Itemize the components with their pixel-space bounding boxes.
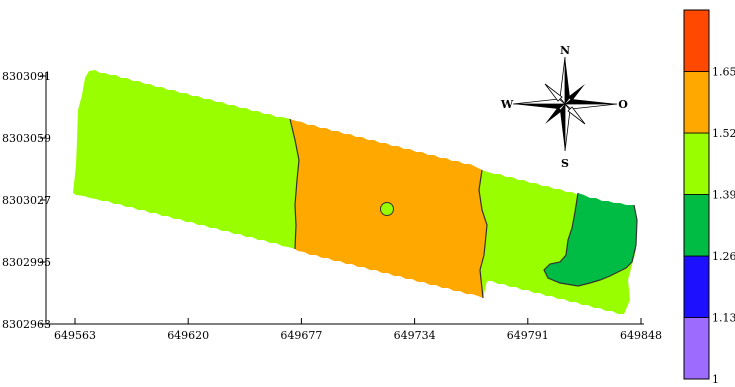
compass-label-w: W bbox=[500, 98, 514, 111]
y-axis-tick-label: 8303059 bbox=[2, 132, 51, 145]
compass-south-point bbox=[560, 104, 565, 151]
legend-break-label: 1.26 bbox=[712, 250, 735, 263]
compass-label-n: N bbox=[560, 44, 570, 57]
y-axis-tick-label: 8303027 bbox=[2, 194, 51, 207]
field-map bbox=[73, 70, 638, 314]
compass-east-point-dark bbox=[565, 99, 617, 104]
compass-north-point-light bbox=[559, 56, 566, 106]
legend-break-label: 1.13 bbox=[712, 312, 735, 325]
zone-boundary-line bbox=[543, 192, 638, 287]
legend-swatch bbox=[683, 132, 710, 195]
legend-frame bbox=[683, 9, 710, 380]
zone-mid-dark-green bbox=[544, 193, 637, 286]
compass-south-point-light bbox=[564, 102, 571, 152]
compass-rose-icon: N S W O bbox=[500, 44, 628, 170]
zone-small-island bbox=[380, 202, 394, 216]
zone-boundary-line bbox=[289, 118, 300, 250]
legend-break-label: 1.65 bbox=[712, 66, 735, 79]
zone-low-green-left bbox=[73, 70, 299, 249]
x-axis-tick-label: 649791 bbox=[507, 329, 549, 342]
compass-label-s: S bbox=[561, 157, 569, 170]
compass-se-point bbox=[567, 106, 586, 125]
legend-swatch bbox=[683, 9, 710, 72]
y-axis-tick-label: 8302995 bbox=[2, 256, 51, 269]
y-axis-tick-label: 8302963 bbox=[2, 318, 51, 331]
x-axis-tick-label: 649848 bbox=[620, 329, 662, 342]
x-axis-tick-label: 649677 bbox=[280, 329, 322, 342]
zone-boundary-line bbox=[478, 169, 488, 299]
x-axis-tick-label: 649620 bbox=[167, 329, 209, 342]
compass-label-e: O bbox=[618, 98, 628, 111]
legend-swatch bbox=[683, 71, 710, 134]
legend-swatch bbox=[683, 255, 710, 318]
compass-west-point-dark bbox=[513, 104, 565, 109]
compass-nw-point bbox=[544, 83, 563, 102]
legend-swatch bbox=[683, 194, 710, 257]
legend-break-label: 1.39 bbox=[712, 189, 735, 202]
legend: 1 1.13 1.26 1.39 1.52 1.65 bbox=[683, 9, 735, 386]
legend-break-label: 1.52 bbox=[712, 127, 735, 140]
x-axis-ticks: 649563 649620 649677 649734 649791 649848 bbox=[54, 318, 662, 342]
compass-north-point bbox=[565, 57, 570, 104]
map-axes bbox=[45, 72, 644, 325]
y-axis-tick-label: 8303091 bbox=[2, 70, 51, 83]
legend-swatch bbox=[683, 317, 710, 380]
x-axis-tick-label: 649563 bbox=[54, 329, 96, 342]
compass-sw-point bbox=[545, 107, 562, 124]
legend-break-label: 1 bbox=[712, 373, 719, 383]
x-axis-tick-label: 649734 bbox=[394, 329, 436, 342]
y-axis-ticks: 8302963 8302995 8303027 8303059 8303091 bbox=[2, 70, 51, 331]
compass-ne-point bbox=[568, 84, 585, 101]
